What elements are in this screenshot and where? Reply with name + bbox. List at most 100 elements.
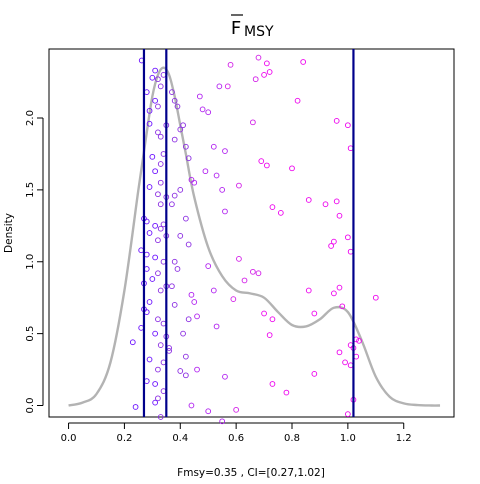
- data-point: [336, 349, 343, 356]
- data-point: [353, 353, 360, 360]
- points-layer: [129, 54, 379, 425]
- data-point: [157, 287, 164, 294]
- data-point: [160, 388, 167, 394]
- data-point: [252, 76, 259, 83]
- data-point: [152, 97, 158, 104]
- x-tick-label: 0.0: [61, 433, 77, 444]
- data-point: [183, 143, 189, 150]
- data-point: [177, 368, 184, 374]
- data-point: [289, 165, 295, 172]
- data-point: [155, 395, 161, 402]
- data-point: [152, 67, 158, 74]
- data-point: [129, 339, 136, 346]
- data-point: [372, 294, 379, 301]
- data-point: [149, 153, 156, 160]
- data-point: [300, 59, 307, 65]
- data-point: [146, 299, 153, 305]
- data-point: [266, 69, 273, 75]
- data-point: [185, 155, 192, 162]
- data-point: [183, 215, 189, 222]
- data-point: [219, 418, 226, 425]
- x-axis: 0.0 0.2 0.4 0.6 0.8 1.0 1.2: [61, 422, 412, 444]
- data-point: [311, 371, 318, 377]
- data-point: [277, 210, 284, 216]
- data-point: [345, 234, 351, 241]
- data-point: [356, 337, 362, 344]
- data-point: [331, 238, 337, 245]
- data-point: [311, 310, 318, 317]
- data-point: [205, 109, 212, 116]
- data-point: [169, 283, 175, 290]
- data-point: [177, 126, 184, 133]
- data-point: [146, 107, 153, 114]
- data-point: [152, 254, 158, 261]
- y-tick-label: 2.0: [25, 110, 36, 126]
- data-point: [155, 270, 161, 277]
- x-tick-label: 1.0: [340, 433, 356, 444]
- data-point: [331, 290, 337, 297]
- data-point: [230, 296, 237, 302]
- data-point: [146, 184, 153, 190]
- data-point: [143, 378, 150, 384]
- data-point: [155, 316, 161, 323]
- data-point: [222, 373, 228, 380]
- data-point: [345, 122, 351, 129]
- data-point: [224, 83, 231, 90]
- data-point: [283, 389, 290, 396]
- data-point: [185, 241, 192, 248]
- data-point: [333, 118, 340, 124]
- data-point: [138, 247, 145, 254]
- data-point: [213, 172, 220, 179]
- title-main: F: [231, 18, 241, 39]
- data-point: [171, 258, 178, 265]
- data-point: [222, 148, 228, 154]
- x-tick-label: 0.8: [284, 433, 300, 444]
- data-point: [157, 414, 164, 420]
- data-point: [160, 72, 167, 78]
- data-point: [180, 122, 186, 129]
- x-tick-label: 1.2: [396, 433, 412, 444]
- x-tick-label: 0.6: [228, 433, 244, 444]
- data-point: [183, 353, 189, 360]
- data-point: [305, 197, 312, 203]
- y-axis-label: Density: [3, 213, 15, 253]
- data-point: [157, 83, 164, 90]
- data-point: [169, 201, 175, 208]
- data-point: [213, 323, 220, 330]
- y-axis: 0.0 0.5 1.0 1.5 2.0: [25, 110, 44, 413]
- data-point: [194, 366, 200, 373]
- data-point: [171, 302, 178, 308]
- data-point: [143, 266, 150, 272]
- data-point: [269, 204, 276, 210]
- data-point: [177, 233, 184, 239]
- data-point: [180, 330, 186, 337]
- data-point: [155, 237, 161, 244]
- data-point: [336, 212, 343, 219]
- data-point: [216, 83, 223, 90]
- density-curve: [68, 66, 441, 407]
- data-point: [185, 316, 192, 323]
- data-point: [339, 303, 346, 310]
- data-point: [160, 221, 167, 228]
- x-tick-label: 0.2: [116, 433, 132, 444]
- data-point: [347, 362, 354, 369]
- data-point: [174, 266, 181, 272]
- data-point: [155, 129, 161, 136]
- data-point: [194, 313, 200, 320]
- y-tick-label: 1.5: [25, 182, 36, 198]
- y-tick-label: 0.5: [25, 326, 36, 342]
- data-point: [143, 309, 150, 315]
- data-point: [264, 162, 270, 169]
- data-point: [205, 408, 212, 415]
- data-point: [160, 151, 167, 157]
- data-point: [322, 201, 329, 208]
- density-curve-layer: [68, 66, 441, 407]
- data-point: [160, 258, 167, 265]
- data-point: [227, 61, 234, 68]
- data-point: [152, 399, 158, 406]
- data-point: [177, 187, 184, 193]
- data-point: [191, 179, 198, 186]
- data-point: [169, 89, 175, 95]
- data-point: [199, 106, 206, 113]
